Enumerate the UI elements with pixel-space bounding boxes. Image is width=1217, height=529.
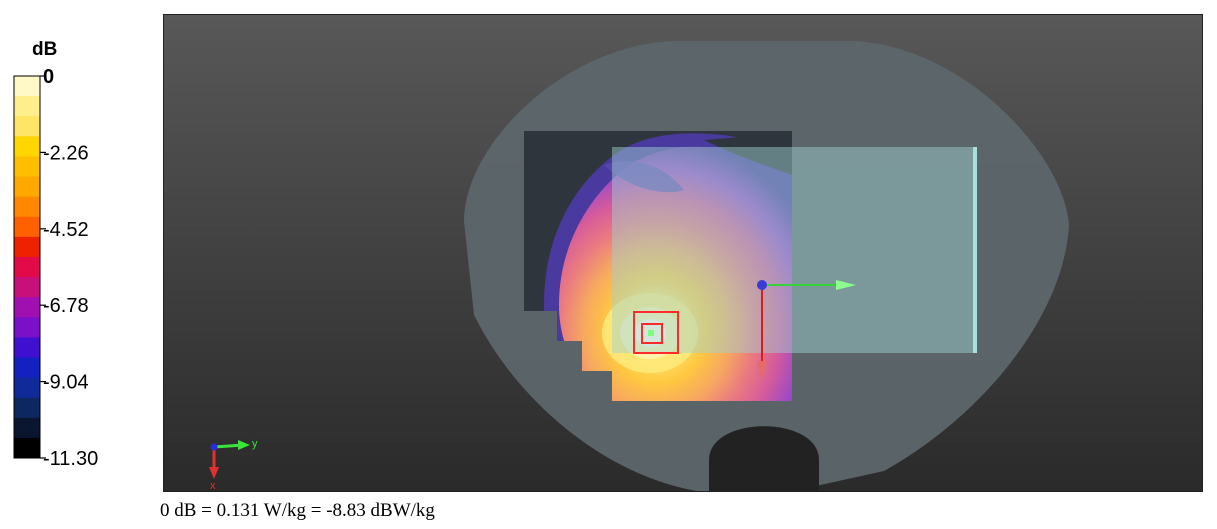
legend-swatch — [14, 337, 40, 358]
3d-viewport[interactable]: y x — [163, 14, 1203, 492]
legend-swatch — [14, 297, 40, 318]
legend-swatch — [14, 417, 40, 439]
legend-swatch — [14, 116, 40, 137]
legend-unit-label: dB — [32, 39, 57, 60]
sar-scene: y x — [164, 15, 1202, 492]
legend-tick-label: 0 — [43, 66, 54, 88]
legend-swatch — [14, 236, 40, 258]
triad-y-label: y — [252, 438, 258, 450]
legend-swatch — [14, 397, 40, 419]
legend-swatch — [14, 277, 40, 298]
legend-swatch — [14, 96, 40, 117]
triad-x-label: x — [210, 480, 216, 492]
legend-swatch — [14, 216, 40, 238]
legend-ticks: 0 -2.26 -4.52 -6.78 -9.04 -11.30 — [40, 66, 98, 470]
legend-swatch — [14, 176, 40, 198]
legend-color-bar — [13, 75, 41, 459]
legend-tick-label: -4.52 — [43, 219, 89, 241]
color-scale-legend: dB 0 -2.26 -4.52 -6.78 -9.04 -11.30 — [13, 39, 98, 470]
device-block — [612, 147, 977, 353]
legend-tick-label: -9.04 — [43, 372, 89, 394]
phantom-base-cutout — [709, 426, 819, 491]
orientation-triad: y x — [209, 438, 258, 492]
peak-point — [648, 330, 654, 336]
legend-swatch — [14, 256, 40, 278]
reference-caption: 0 dB = 0.131 W/kg = -8.83 dBW/kg — [160, 500, 435, 521]
legend-swatch — [14, 437, 40, 459]
device-origin — [757, 280, 767, 290]
legend-tick-label: -6.78 — [43, 295, 89, 317]
legend-swatch — [14, 156, 40, 178]
legend-swatch — [14, 136, 40, 157]
legend-tick-label: -11.30 — [43, 448, 98, 470]
legend-swatch — [14, 76, 40, 97]
legend-bar-frame — [13, 75, 41, 459]
device-axis-y-arrow — [836, 280, 856, 290]
legend-tick-label: -2.26 — [43, 142, 89, 164]
device-axis-x-arrow — [757, 361, 767, 381]
device-edge — [973, 147, 977, 353]
zoom-scan-inner-box — [641, 323, 663, 344]
legend-swatch — [14, 377, 40, 399]
legend-swatch — [14, 317, 40, 338]
legend-swatch — [14, 357, 40, 379]
legend-swatch — [14, 196, 40, 218]
zoom-scan-outer-box — [633, 311, 679, 354]
